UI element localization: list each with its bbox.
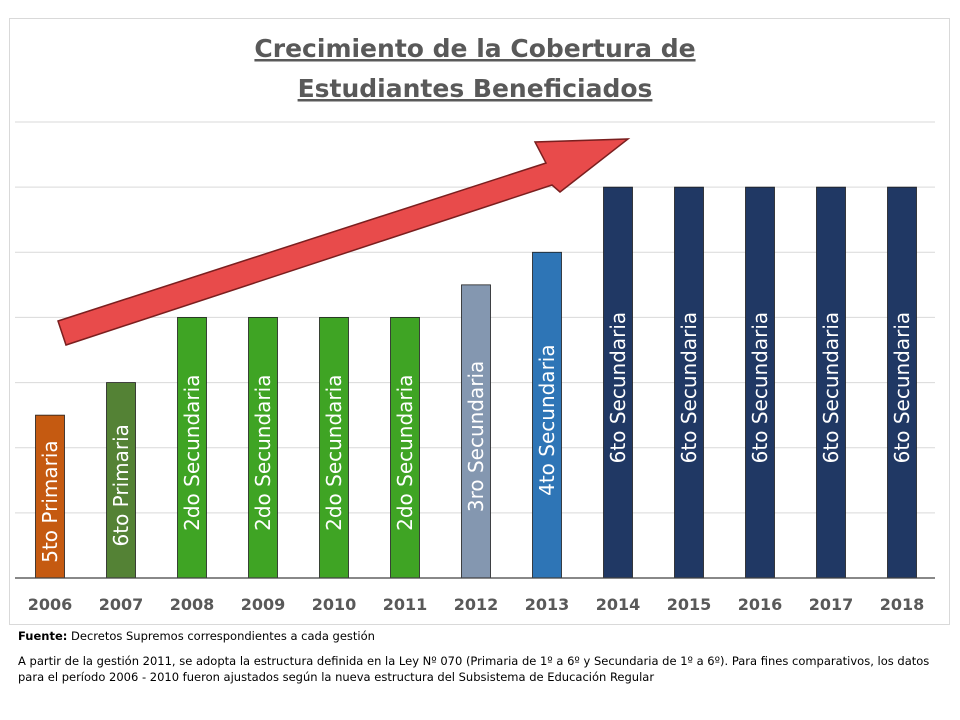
source-label: Fuente: xyxy=(18,629,68,643)
bar-label: 6to Secundaria xyxy=(890,312,914,464)
x-tick-label: 2009 xyxy=(241,595,286,614)
bar xyxy=(532,251,562,579)
source-text: Decretos Supremos correspondientes a cad… xyxy=(67,629,375,643)
x-tick-label: 2013 xyxy=(525,595,570,614)
bar xyxy=(461,284,491,579)
bar-label: 2do Secundaria xyxy=(180,375,204,531)
bar-label: 3ro Secundaria xyxy=(464,361,488,512)
x-axis: 2006 2007 2008 2009 2010 2011 2012 2013 2014 2015… xyxy=(15,577,935,614)
bar-label: 5to Primaria xyxy=(38,440,62,562)
bar xyxy=(887,186,917,579)
x-tick-label: 2010 xyxy=(312,595,357,614)
trend-arrow xyxy=(57,138,631,346)
chart-title-line-2: Estudiantes Beneficiados xyxy=(298,74,653,103)
bar xyxy=(674,186,704,579)
x-tick-label: 2016 xyxy=(738,595,783,614)
bar xyxy=(35,414,65,579)
note-text: A partir de la gestión 2011, se adopta l… xyxy=(18,654,930,684)
bar-label: 2do Secundaria xyxy=(393,375,417,531)
bar-label: 6to Secundaria xyxy=(819,312,843,464)
bar xyxy=(816,186,846,579)
source-line: Fuente: Decretos Supremos correspondient… xyxy=(18,628,948,644)
chart-footer: Fuente: Decretos Supremos correspondient… xyxy=(18,628,948,685)
x-tick-label: 2017 xyxy=(809,595,854,614)
bar-label: 6to Secundaria xyxy=(748,312,772,464)
chart-title-line-1: Crecimiento de la Cobertura de xyxy=(254,34,695,63)
x-tick-label: 2007 xyxy=(99,595,144,614)
x-tick-label: 2008 xyxy=(170,595,215,614)
bar xyxy=(390,317,420,579)
bar xyxy=(603,186,633,579)
bar-label: 6to Primaria xyxy=(109,424,133,546)
bar-label: 4to Secundaria xyxy=(535,344,559,496)
bar xyxy=(745,186,775,579)
x-tick-label: 2012 xyxy=(454,595,499,614)
x-tick-label: 2018 xyxy=(880,595,925,614)
bar-label: 6to Secundaria xyxy=(606,312,630,464)
x-tick-label: 2015 xyxy=(667,595,712,614)
bar-label: 6to Secundaria xyxy=(677,312,701,464)
bar-label: 2do Secundaria xyxy=(251,375,275,531)
bars: 5to Primaria 6to Primaria 2do Secundaria 2d… xyxy=(35,186,917,579)
bar xyxy=(248,317,278,579)
bar-label: 2do Secundaria xyxy=(322,375,346,531)
trend-arrow-shape xyxy=(57,138,631,346)
x-tick-label: 2011 xyxy=(383,595,428,614)
x-tick-label: 2006 xyxy=(28,595,73,614)
x-tick-label: 2014 xyxy=(596,595,641,614)
